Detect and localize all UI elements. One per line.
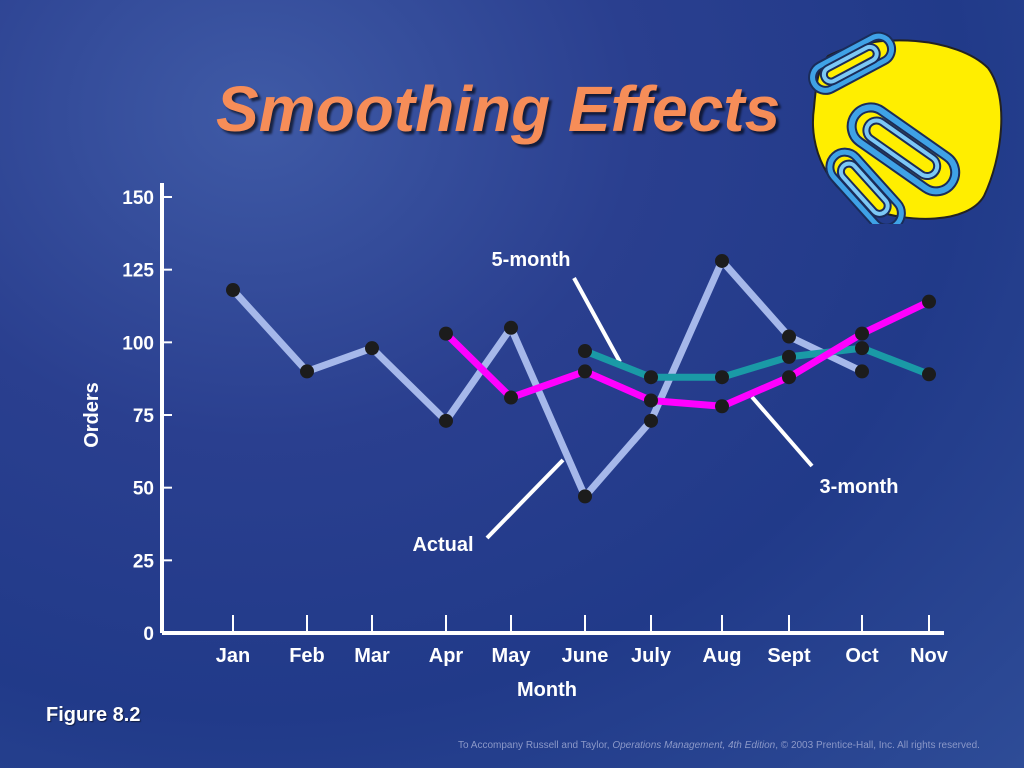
y-tick-label-125: 125 xyxy=(122,261,154,282)
annotation-line-5-month xyxy=(572,277,622,363)
footer-prefix: To Accompany Russell and Taylor, xyxy=(458,740,613,751)
x-tick-label-aug: Aug xyxy=(703,645,742,667)
data-point-3-month-aug xyxy=(715,399,729,414)
data-point-3-month-apr xyxy=(439,326,453,341)
x-tick-label-june: June xyxy=(562,645,609,667)
x-tick-label-jan: Jan xyxy=(216,645,250,667)
y-axis-title: Orders xyxy=(81,382,103,448)
data-point-actual-july xyxy=(644,413,658,428)
data-point-5-month-oct xyxy=(855,341,869,356)
data-point-3-month-june xyxy=(578,364,592,379)
x-tick-label-sept: Sept xyxy=(767,645,811,667)
data-point-5-month-sept xyxy=(782,349,796,364)
data-point-5-month-july xyxy=(644,370,658,385)
paperclips-icon xyxy=(808,31,1003,224)
y-tick-label-0: 0 xyxy=(143,624,154,645)
y-tick-label-25: 25 xyxy=(133,551,155,572)
data-point-3-month-oct xyxy=(855,326,869,341)
data-point-actual-jan xyxy=(226,283,240,298)
data-point-actual-apr xyxy=(439,413,453,428)
data-point-actual-oct xyxy=(855,364,869,379)
figure-label: Figure 8.2 xyxy=(46,704,141,726)
copyright-footer: To Accompany Russell and Taylor, Operati… xyxy=(458,740,980,751)
annotation-line-actual xyxy=(485,458,565,540)
data-point-3-month-sept xyxy=(782,370,796,385)
data-point-5-month-aug xyxy=(715,370,729,385)
x-tick-label-feb: Feb xyxy=(289,645,325,667)
data-point-3-month-nov xyxy=(922,294,936,309)
data-point-actual-feb xyxy=(300,364,314,379)
x-tick-label-may: May xyxy=(492,645,532,667)
annotation-label-actual: Actual xyxy=(412,534,473,556)
data-point-actual-june xyxy=(578,489,592,504)
series-line-3-month xyxy=(442,298,933,410)
data-point-actual-sept xyxy=(782,329,796,344)
annotation-line-3-month xyxy=(750,395,814,468)
data-point-actual-aug xyxy=(715,253,729,268)
slide-title: Smoothing Effects xyxy=(216,73,781,145)
data-point-3-month-may xyxy=(504,390,518,405)
data-point-actual-mar xyxy=(365,341,379,356)
y-tick-label-150: 150 xyxy=(122,188,154,209)
data-point-5-month-june xyxy=(578,344,592,359)
x-tick-label-nov: Nov xyxy=(910,645,949,667)
footer-book: Operations Management, 4th Edition xyxy=(612,740,776,751)
data-point-3-month-july xyxy=(644,393,658,408)
annotation-label-3-month: 3-month xyxy=(820,476,899,498)
series-line-5-month xyxy=(581,344,933,381)
x-tick-label-july: July xyxy=(631,645,672,667)
x-axis-title: Month xyxy=(517,679,577,701)
x-tick-label-apr: Apr xyxy=(429,645,464,667)
y-tick-label-75: 75 xyxy=(133,406,155,427)
data-point-5-month-nov xyxy=(922,367,936,382)
annotation-label-5-month: 5-month xyxy=(492,249,571,271)
x-tick-label-oct: Oct xyxy=(845,645,879,667)
y-tick-label-100: 100 xyxy=(122,333,154,354)
y-tick-label-50: 50 xyxy=(133,479,154,500)
series-line-actual xyxy=(229,257,866,500)
x-tick-label-mar: Mar xyxy=(354,645,390,667)
footer-suffix: , © 2003 Prentice-Hall, Inc. All rights … xyxy=(775,740,980,751)
data-point-actual-may xyxy=(504,320,518,335)
